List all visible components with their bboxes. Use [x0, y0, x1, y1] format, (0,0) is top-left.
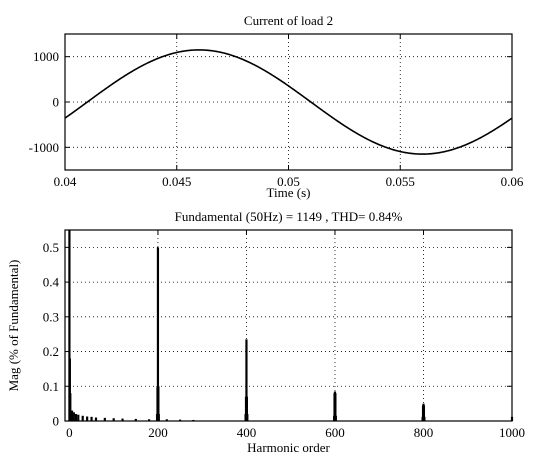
y-tick-label: 0.4 — [43, 275, 60, 290]
plot-frame — [64, 229, 513, 422]
x-tick-label: 200 — [148, 425, 168, 440]
harmonic-spectrum-plot: 0 200 400 600 800 1000 0 0.1 0.2 0.3 0.4 0.5 Fundame… — [6, 209, 525, 455]
x-tick-label: 0.045 — [162, 174, 191, 189]
x-axis-label: Harmonic order — [247, 440, 330, 455]
time-domain-plot: 0.04 0.045 0.05 0.055 0.06 -1000 0 1000 Current … — [29, 13, 524, 200]
axis-ticks: 0 200 400 600 800 1000 0 0.1 0.2 0.3 0.4 0.5 — [43, 230, 525, 440]
y-tick-label: 0.1 — [43, 379, 59, 394]
y-tick-label: 0 — [53, 95, 60, 110]
x-tick-label: 0.05 — [277, 174, 300, 189]
x-tick-label: 0.04 — [54, 174, 77, 189]
x-tick-label: 600 — [325, 425, 345, 440]
current-waveform-line — [64, 49, 513, 155]
x-tick-label: 0 — [66, 425, 73, 440]
y-tick-label: 0.3 — [43, 309, 59, 324]
axis-ticks: 0.04 0.045 0.05 0.055 0.06 -1000 0 1000 — [29, 34, 524, 189]
x-tick-label: 1000 — [499, 425, 525, 440]
x-tick-label: 0.06 — [501, 174, 524, 189]
x-axis-label: Time (s) — [267, 185, 311, 200]
y-tick-label: 1000 — [33, 49, 59, 64]
grid-lines — [65, 34, 512, 170]
chart-title: Fundamental (50Hz) = 1149 , THD= 0.84% — [175, 209, 403, 224]
grid-lines — [65, 230, 512, 421]
series-marks — [68, 230, 514, 421]
chart-title: Current of load 2 — [244, 13, 333, 28]
x-tick-label: 800 — [414, 425, 434, 440]
y-tick-label: 0.2 — [43, 344, 59, 359]
y-tick-label: 0.5 — [43, 240, 59, 255]
y-axis-label: Mag (% of Fundamental) — [6, 260, 21, 392]
x-tick-label: 0.055 — [386, 174, 415, 189]
y-tick-label: -1000 — [29, 140, 59, 155]
x-tick-label: 400 — [237, 425, 257, 440]
series-marks — [64, 49, 513, 155]
y-tick-label: 0 — [53, 414, 60, 429]
